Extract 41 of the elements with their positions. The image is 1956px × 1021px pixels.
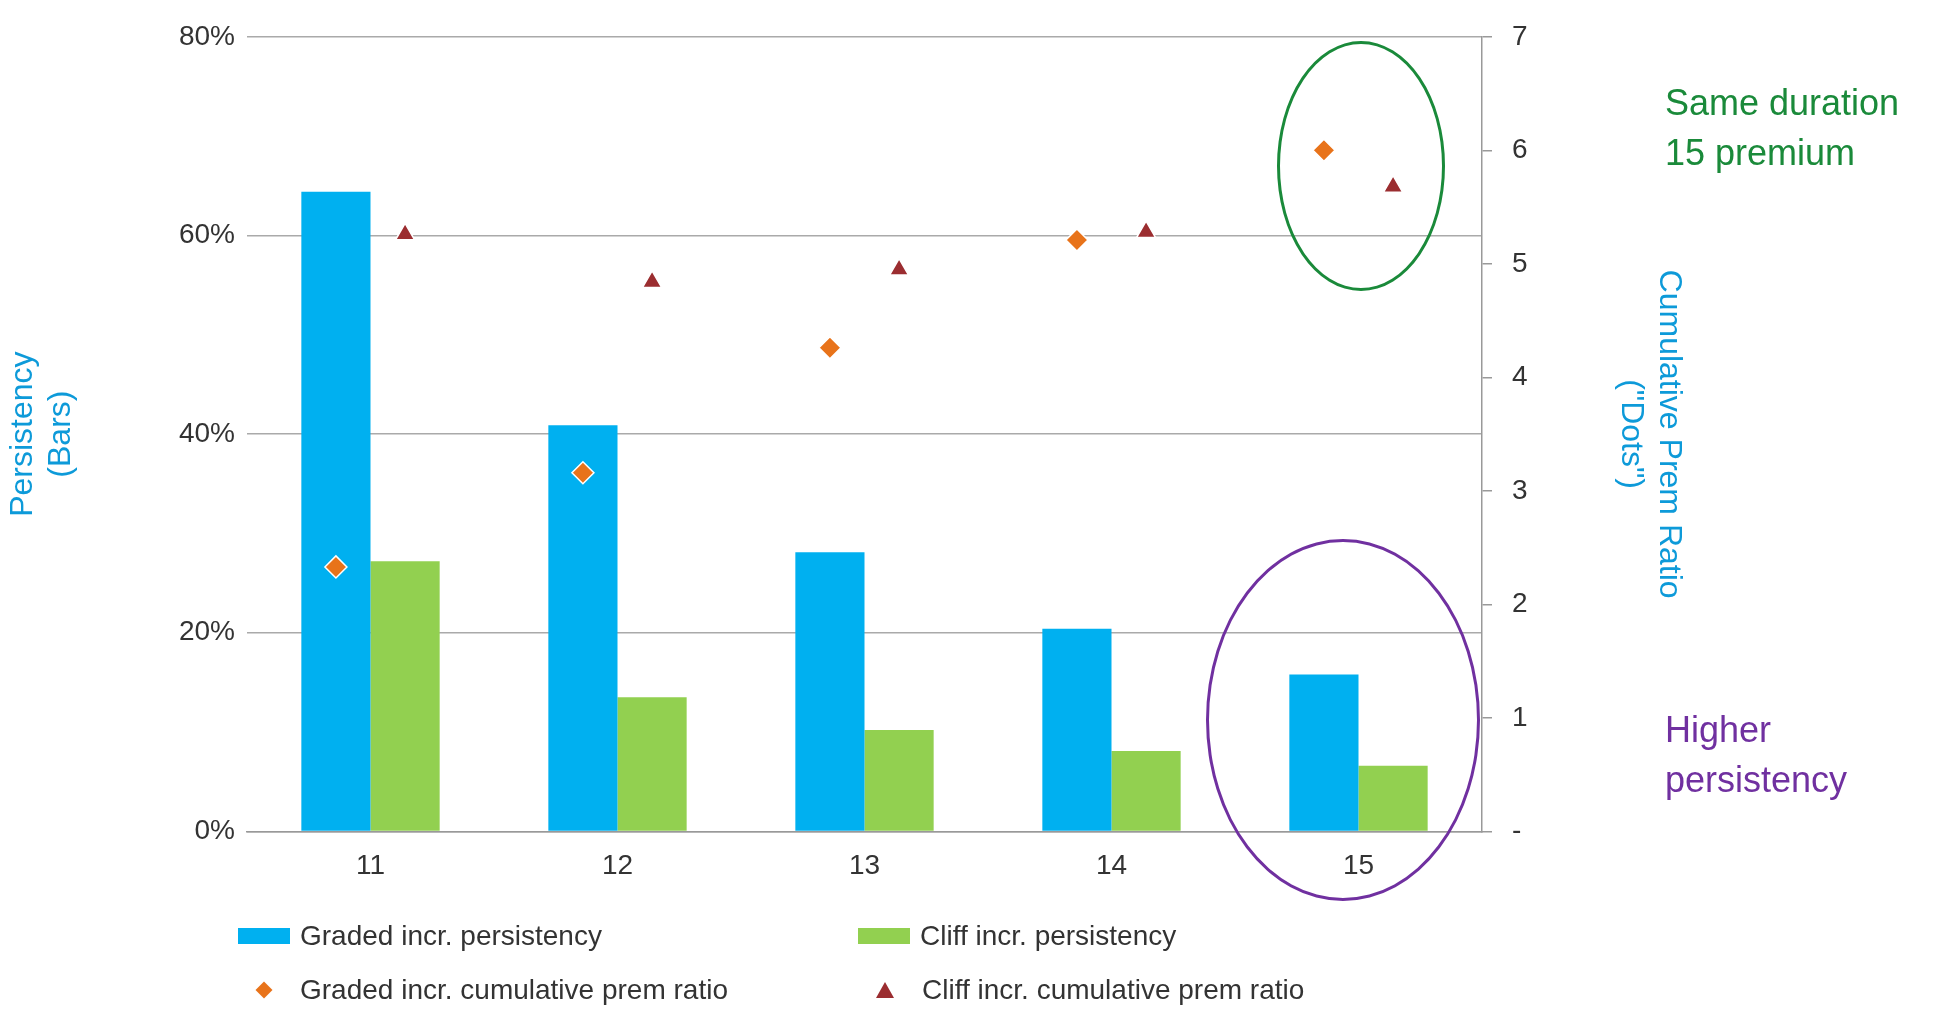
point <box>1382 174 1404 193</box>
point <box>394 222 416 241</box>
legend-label: Cliff incr. persistency <box>920 920 1177 952</box>
bar <box>1289 674 1359 831</box>
x-tick-label: 15 <box>1342 848 1375 880</box>
y-tick-label: 80% <box>178 19 235 51</box>
y-tick-label: 0% <box>194 814 235 846</box>
bar <box>548 425 618 831</box>
x-tick-label: 13 <box>848 848 881 880</box>
y2-tick-label: 6 <box>1512 133 1528 165</box>
x-tick-label: 14 <box>1095 848 1128 880</box>
legend-label: Cliff incr. cumulative prem ratio <box>922 974 1305 1006</box>
bar <box>795 552 865 831</box>
point <box>888 257 910 276</box>
y-tick-label: 60% <box>178 218 235 250</box>
x-tick-label: 12 <box>601 848 634 880</box>
bar <box>1111 750 1181 831</box>
y-tick-label: 40% <box>178 416 235 448</box>
point <box>1135 220 1157 239</box>
bar <box>864 730 934 831</box>
y2-tick-label: 5 <box>1512 246 1528 278</box>
y2-tick-label: - <box>1512 814 1522 846</box>
bar <box>1358 765 1428 831</box>
legend-label: Graded incr. cumulative prem ratio <box>300 974 728 1006</box>
y-tick-label: 20% <box>178 615 235 647</box>
y2-tick-label: 7 <box>1512 19 1528 51</box>
bar <box>301 191 371 831</box>
text: Higher persistency <box>1665 708 1849 802</box>
y2-tick-label: 3 <box>1512 473 1528 505</box>
y2-tick-label: 4 <box>1512 360 1528 392</box>
bar <box>370 561 440 831</box>
legend-label: Graded incr. persistency <box>300 920 602 952</box>
y2-axis-title: Cumulative Prem Ratio ("Dots") <box>1614 269 1689 599</box>
y2-tick-label: 1 <box>1512 700 1528 732</box>
y2-tick-label: 2 <box>1512 587 1528 619</box>
x-tick-label: 11 <box>355 848 386 880</box>
y-axis-title: Persistency (Bars) <box>3 351 78 517</box>
point <box>641 270 663 289</box>
text: Same duration 15 premium <box>1665 81 1901 175</box>
bar <box>617 697 687 831</box>
bar <box>1042 628 1112 831</box>
